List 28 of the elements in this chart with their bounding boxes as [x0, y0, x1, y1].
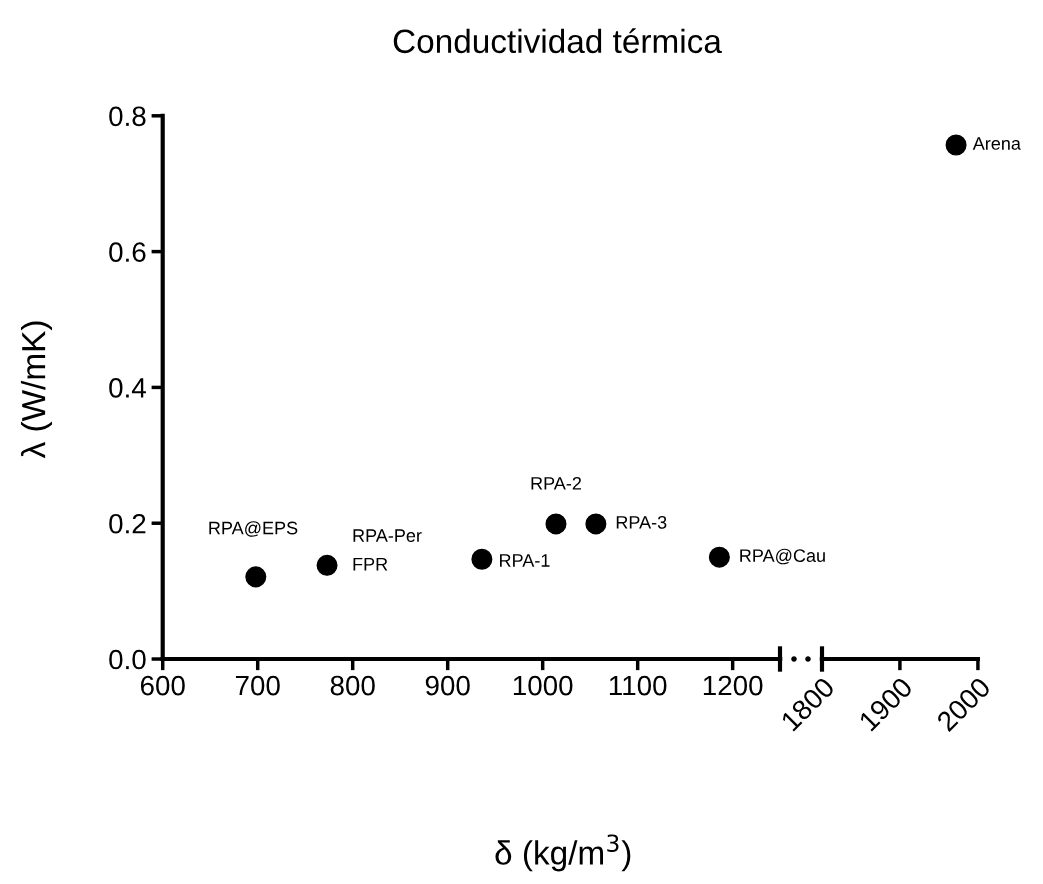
annotation: RPA@Cau [740, 548, 825, 565]
point [545, 513, 567, 535]
y-tick-label: 0.2 [109, 513, 146, 534]
x-tick-label: 1200 [703, 675, 763, 696]
y-tick-label: 0.4 [109, 378, 146, 398]
y-tick-label: 0.6 [109, 242, 146, 262]
chart-title: Conductividad térmica [393, 28, 722, 54]
x-tick-label: 600 [140, 675, 185, 696]
point [471, 548, 493, 570]
point [245, 566, 267, 588]
annotation: Arena [972, 137, 1021, 150]
annotation: RPA-3 [616, 515, 667, 529]
annotation: RPA-2 [531, 476, 581, 490]
annotation: RPA@EPS [209, 521, 298, 537]
y-axis-title: λ (W/mK) [20, 321, 53, 459]
x-axis-title: δ (kg/m$^{3}$) [495, 834, 631, 872]
annotation: RPA-Per FPR [353, 529, 422, 571]
y-tick-label: 0.8 [109, 106, 146, 127]
annotation: RPA-1 [500, 554, 550, 567]
x-tick-label: 900 [425, 675, 470, 696]
x-tick-label: 1100 [609, 675, 667, 696]
x-tick-label: 800 [330, 675, 375, 696]
point [316, 554, 338, 576]
point [585, 513, 607, 535]
x-tick-label: 700 [235, 675, 280, 696]
y-tick-label: 0.0 [109, 649, 146, 670]
point [708, 546, 730, 568]
x-tick-label: 1000 [513, 675, 573, 696]
